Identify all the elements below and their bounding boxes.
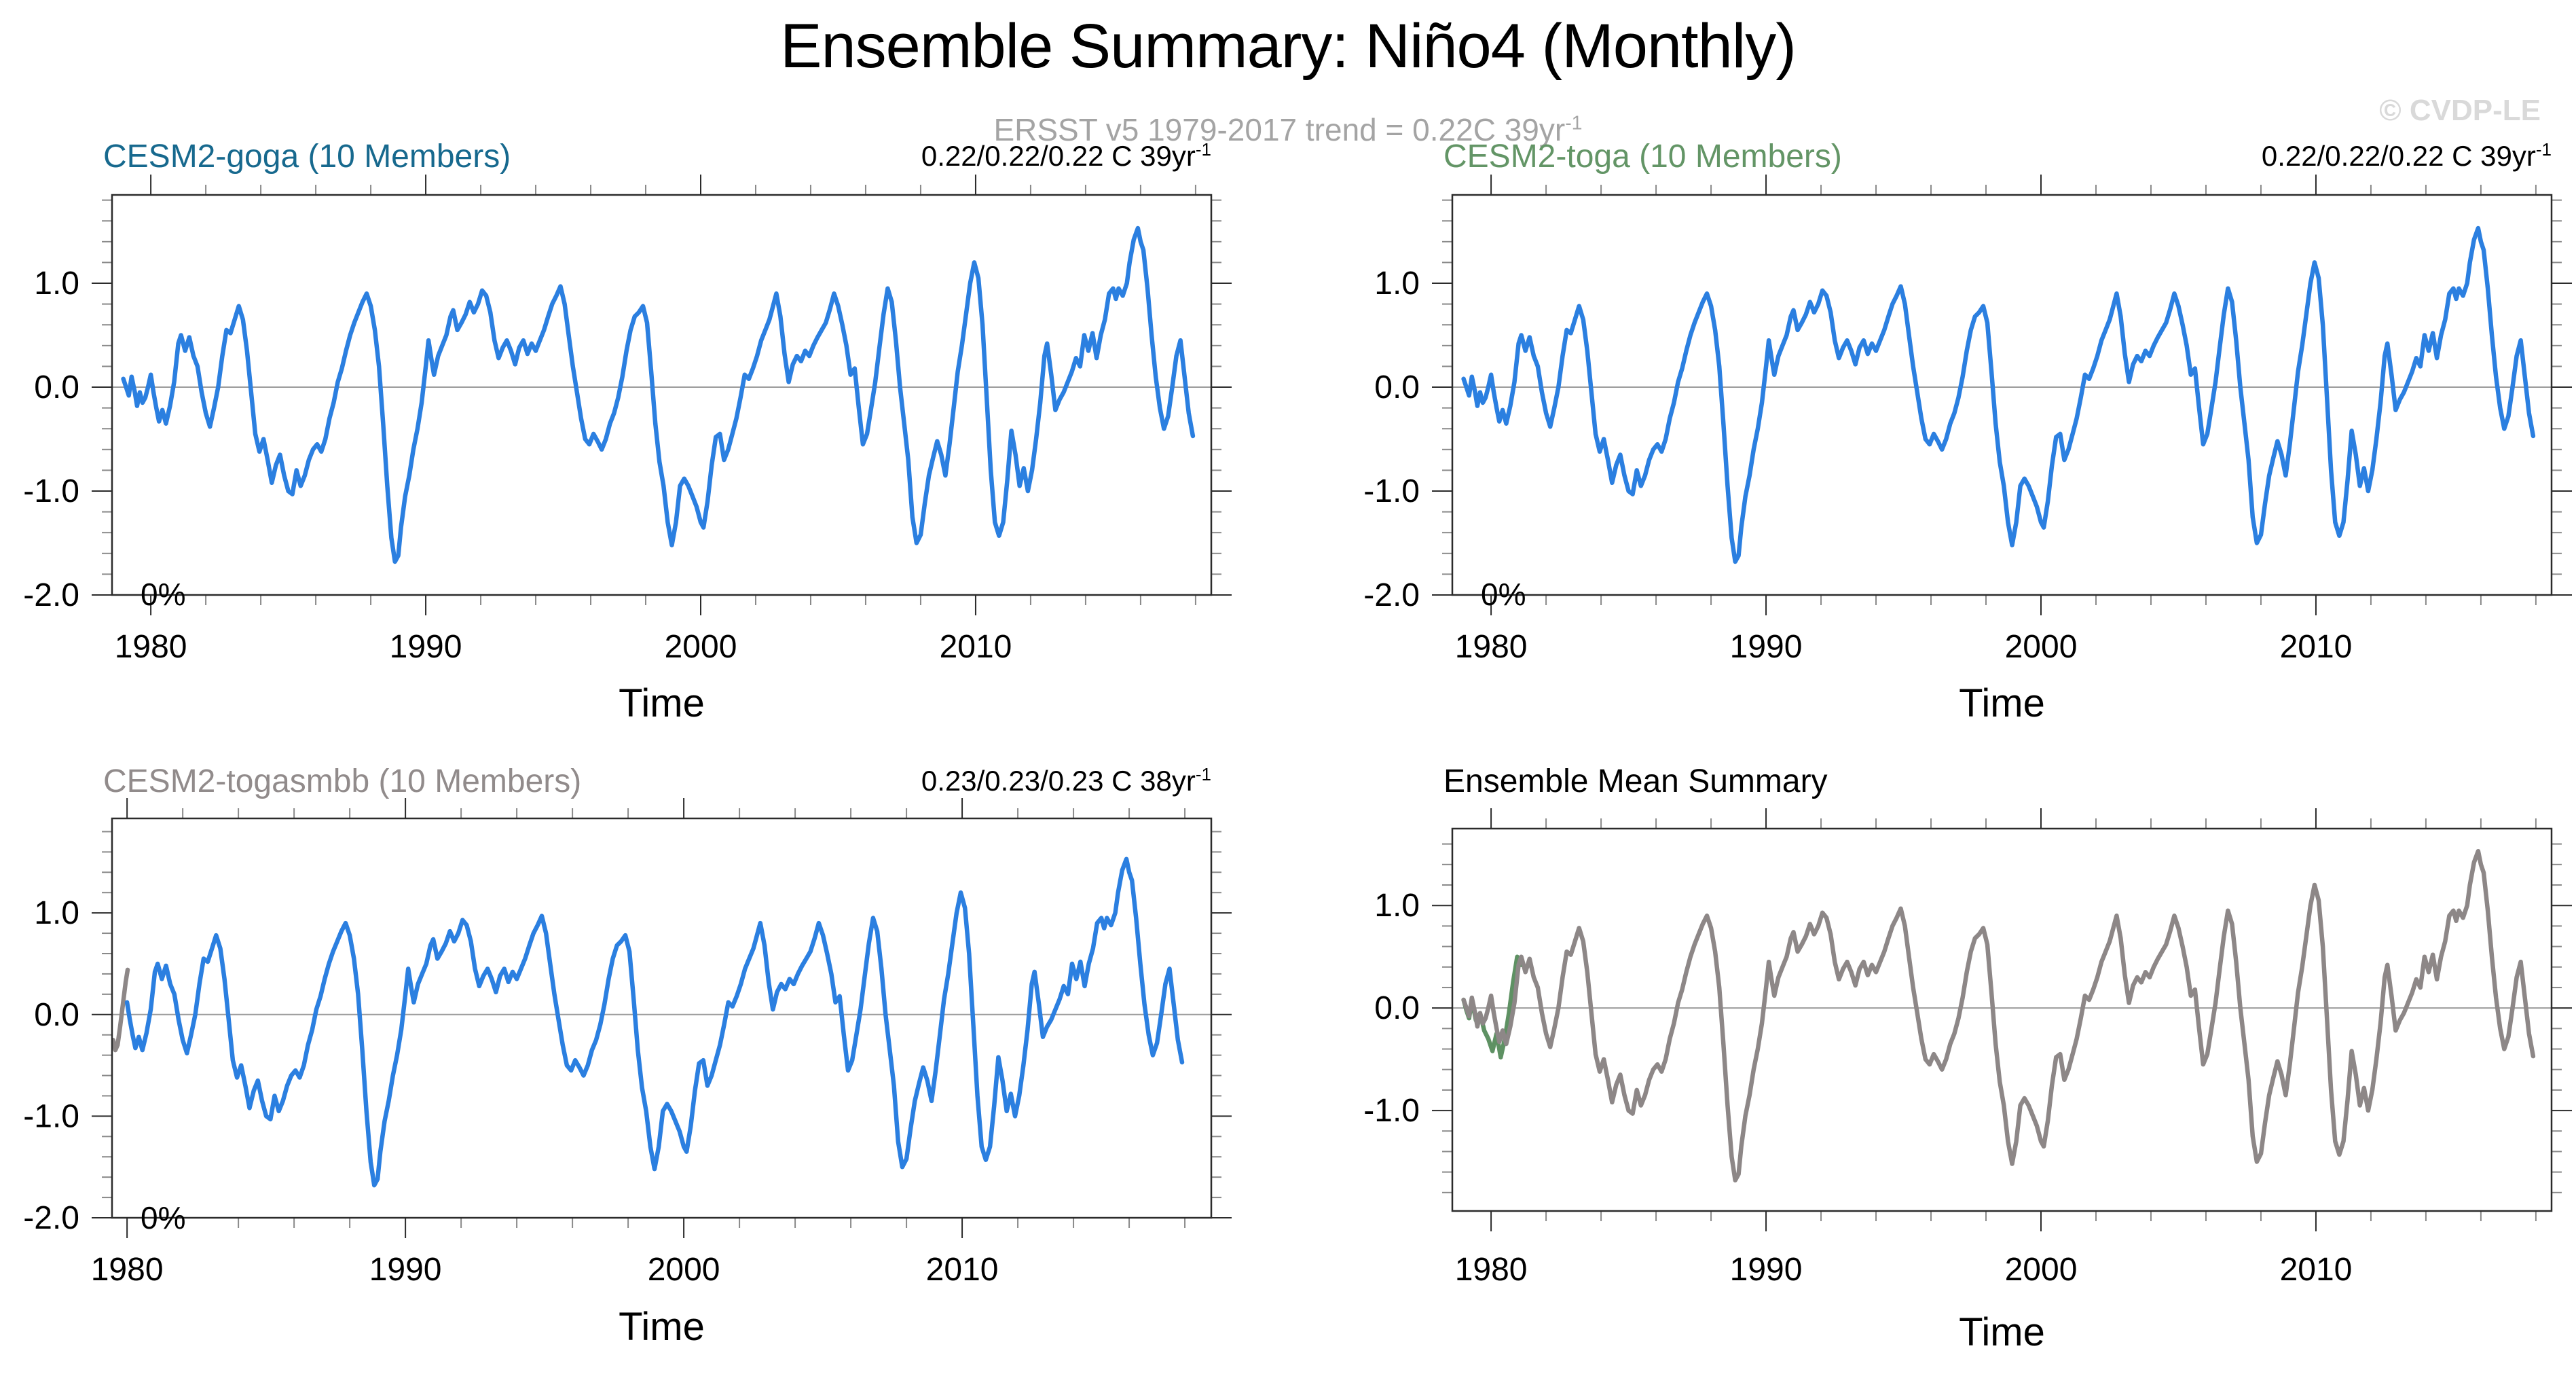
cvdp-watermark: © CVDP-LE	[2379, 94, 2541, 127]
trend-superscript: -1	[1195, 764, 1211, 784]
x-tick-label: 1990	[390, 629, 462, 665]
x-tick-label: 2010	[926, 1252, 999, 1288]
x-tick-label: 1990	[1730, 1252, 1803, 1288]
x-axis-label-tr: Time	[1959, 681, 2045, 725]
x-tick-label: 2000	[2005, 629, 2078, 665]
pct-annotation-bl: 0%	[141, 1200, 186, 1236]
trend-value: 0.22/0.22/0.22 C 39yr	[921, 140, 1196, 172]
nino4-series-line	[1461, 848, 2536, 1182]
y-tick-label: -1.0	[23, 1098, 79, 1134]
y-tick-label: 0.0	[34, 369, 79, 405]
x-tick-label: 1990	[369, 1252, 442, 1288]
trend-superscript: -1	[2535, 139, 2552, 160]
pct-annotation-tl: 0%	[141, 577, 186, 613]
pct-annotation-tr: 0%	[1481, 577, 1526, 613]
subtitle-text: ERSST v5 1979-2017 trend = 0.22C 39yr	[993, 112, 1566, 147]
x-tick-label: 2000	[2005, 1252, 2078, 1288]
panel-trend-tl: 0.22/0.22/0.22 C 39yr-1	[921, 139, 1211, 173]
panel-title-br: Ensemble Mean Summary	[1443, 763, 1828, 799]
y-tick-label: 1.0	[1374, 888, 1420, 924]
x-tick-label: 2010	[940, 629, 1012, 665]
x-axis-label-bl: Time	[619, 1305, 705, 1349]
panel-title-tl: CESM2-goga (10 Members)	[103, 139, 511, 175]
panel-trend-bl: 0.23/0.23/0.23 C 38yr-1	[921, 764, 1211, 797]
nino4-series-line	[124, 856, 1185, 1188]
subtitle-superscript: -1	[1565, 112, 1583, 134]
x-tick-label: 2010	[2280, 629, 2353, 665]
x-tick-label: 1980	[1455, 629, 1528, 665]
nino4-series-line	[1461, 225, 2536, 564]
x-tick-label: 2010	[2280, 1252, 2353, 1288]
plot-frame	[111, 817, 1213, 1219]
x-tick-label: 1980	[1455, 1252, 1528, 1288]
plot-frame	[1451, 827, 2553, 1212]
y-tick-label: -2.0	[23, 1200, 79, 1236]
y-tick-label: -2.0	[1363, 577, 1420, 613]
x-tick-label: 1980	[115, 629, 187, 665]
x-axis-label-tl: Time	[619, 681, 705, 725]
obs-intro-line	[112, 967, 130, 1053]
y-tick-label: -1.0	[1363, 1093, 1420, 1129]
panel-trend-tr: 0.22/0.22/0.22 C 39yr-1	[2262, 139, 2552, 173]
y-tick-label: -1.0	[1363, 473, 1420, 509]
panel-title-bl: CESM2-togasmbb (10 Members)	[103, 763, 582, 799]
y-tick-label: 1.0	[1374, 266, 1420, 302]
x-tick-label: 1980	[91, 1252, 164, 1288]
y-tick-label: 0.0	[1374, 369, 1420, 405]
y-tick-label: -1.0	[23, 473, 79, 509]
x-tick-label: 2000	[648, 1252, 720, 1288]
trend-value: 0.23/0.23/0.23 C 38yr	[921, 765, 1196, 797]
x-tick-label: 2000	[665, 629, 737, 665]
plot-frame	[111, 194, 1213, 596]
trend-value: 0.22/0.22/0.22 C 39yr	[2261, 140, 2536, 172]
panel-title-tr: CESM2-toga (10 Members)	[1443, 139, 1842, 175]
y-tick-label: 1.0	[34, 266, 79, 302]
plot-frame	[1451, 194, 2553, 596]
y-tick-label: 0.0	[34, 997, 79, 1033]
y-tick-label: -2.0	[23, 577, 79, 613]
figure-subtitle: ERSST v5 1979-2017 trend = 0.22C 39yr-1	[0, 111, 2576, 148]
y-tick-label: 0.0	[1374, 990, 1420, 1026]
x-tick-label: 1990	[1730, 629, 1803, 665]
trend-superscript: -1	[1195, 139, 1211, 160]
nino4-series-line	[121, 225, 1196, 564]
x-axis-label-br: Time	[1959, 1310, 2045, 1354]
figure-title: Ensemble Summary: Niño4 (Monthly)	[780, 12, 1797, 81]
y-tick-label: 1.0	[34, 895, 79, 931]
